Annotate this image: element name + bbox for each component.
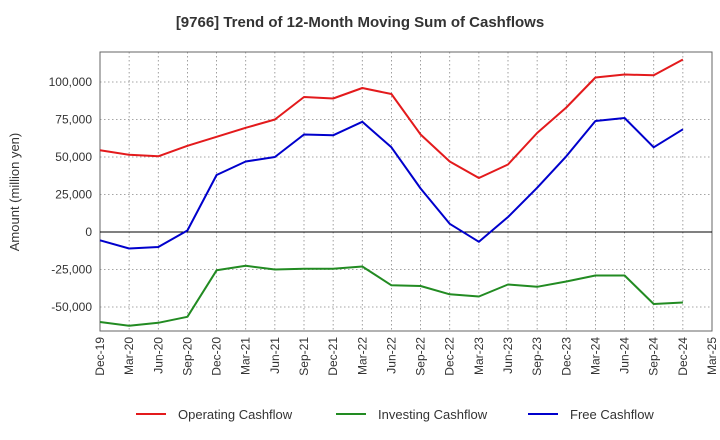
y-tick-label: 75,000 xyxy=(55,113,92,127)
y-tick-label: 50,000 xyxy=(55,150,92,164)
x-tick-label: Sep-20 xyxy=(180,337,194,376)
x-tick-label: Mar-24 xyxy=(588,337,602,375)
y-tick-label: -25,000 xyxy=(51,263,92,277)
x-tick-labels: Dec-19 Mar-20 Jun-20 Sep-20 Dec-20 Mar-21 Jun-… xyxy=(93,337,719,376)
y-tick-labels: -50,000 -25,000 0 25,000 50,000 75,000 100,000 xyxy=(49,75,93,314)
y-tick-label: -50,000 xyxy=(51,300,92,314)
x-tick-label: Mar-23 xyxy=(472,337,486,375)
x-tick-label: Mar-21 xyxy=(239,337,253,375)
series-lines xyxy=(99,58,684,327)
y-tick-label: 100,000 xyxy=(49,75,93,89)
x-tick-label: Mar-20 xyxy=(122,337,136,375)
x-tick-label: Dec-22 xyxy=(443,337,457,376)
x-tick-label: Dec-20 xyxy=(210,337,224,376)
series-line xyxy=(99,117,684,250)
y-tick-label: 25,000 xyxy=(55,188,92,202)
x-tick-label: Mar-22 xyxy=(355,337,369,375)
series-line xyxy=(99,58,684,179)
x-tick-label: Dec-23 xyxy=(559,337,573,376)
plot-area xyxy=(99,51,713,332)
x-tick-label: Jun-23 xyxy=(501,337,515,374)
x-tick-label: Jun-21 xyxy=(268,337,282,374)
y-tick-label: 0 xyxy=(85,225,92,239)
series-line xyxy=(99,264,683,327)
x-tick-label: Dec-19 xyxy=(93,337,107,376)
legend-label: Investing Cashflow xyxy=(378,407,488,422)
x-tick-label: Sep-23 xyxy=(530,337,544,376)
legend-label: Operating Cashflow xyxy=(178,407,293,422)
x-tick-label: Sep-22 xyxy=(414,337,428,376)
chart-title: [9766] Trend of 12-Month Moving Sum of C… xyxy=(175,14,545,31)
y-axis-label: Amount (million yen) xyxy=(7,133,22,252)
grid-lines xyxy=(100,52,712,331)
x-tick-label: Jun-22 xyxy=(384,337,398,374)
x-tick-label: Dec-21 xyxy=(326,337,340,376)
x-tick-label: Sep-24 xyxy=(647,337,661,376)
x-tick-label: Mar-25 xyxy=(705,337,719,375)
x-tick-label: Sep-21 xyxy=(297,337,311,376)
legend: Operating Cashflow Investing Cashflow Free… xyxy=(136,407,654,422)
x-tick-label: Jun-24 xyxy=(618,337,632,374)
x-tick-label: Jun-20 xyxy=(151,337,165,374)
legend-label: Free Cashflow xyxy=(570,407,654,422)
x-tick-label: Dec-24 xyxy=(676,337,690,376)
